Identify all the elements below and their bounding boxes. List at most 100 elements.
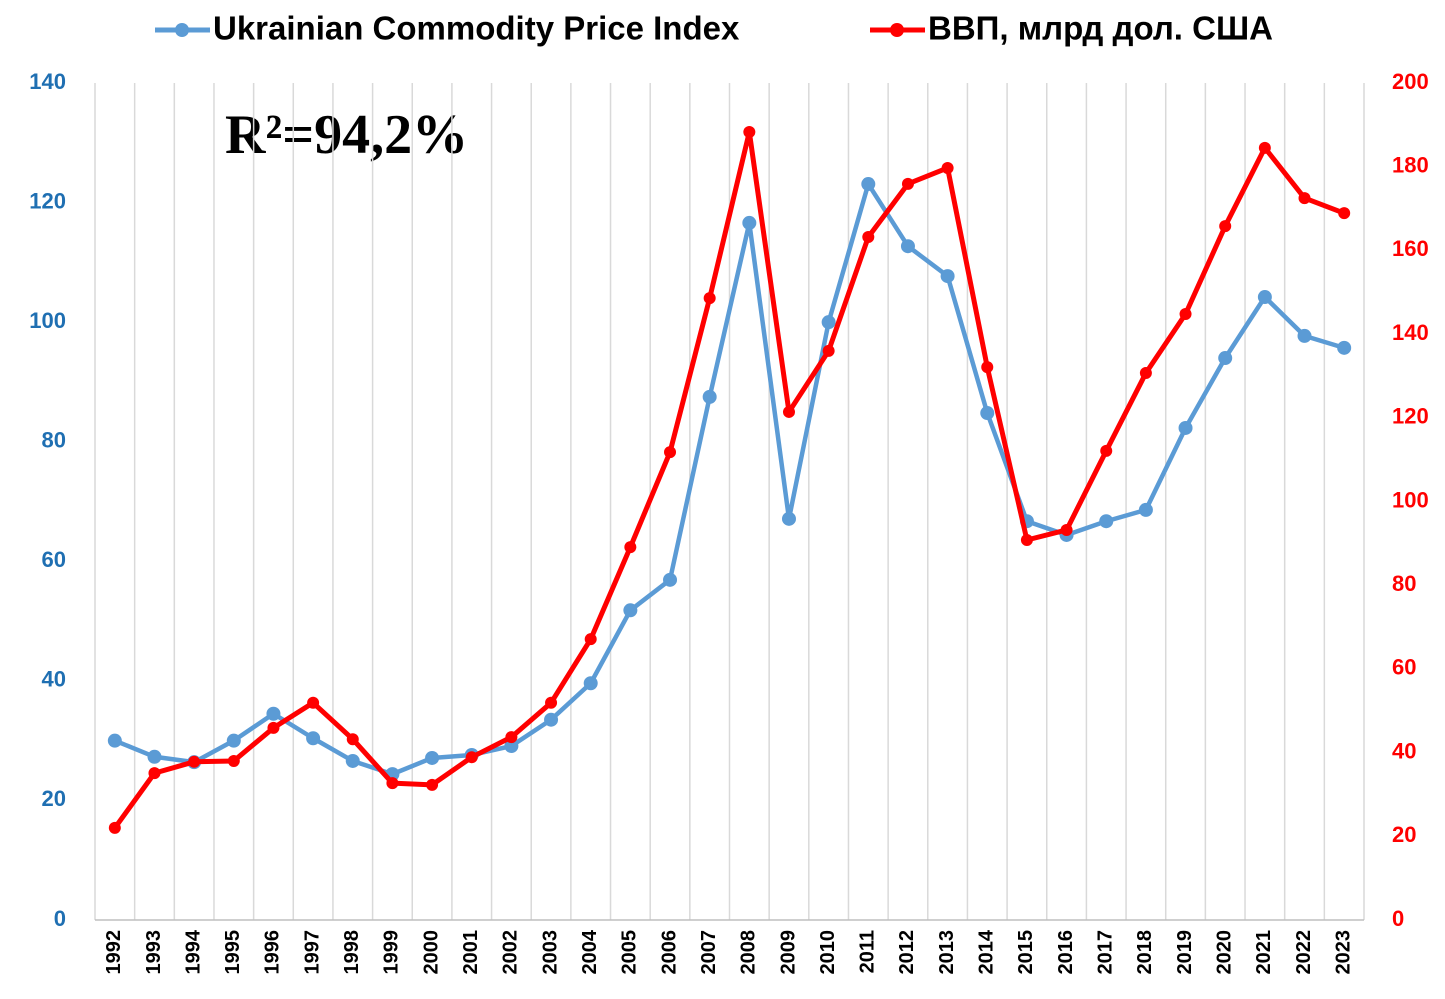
- series-marker: [663, 572, 678, 587]
- series-marker: [1178, 420, 1193, 435]
- series-marker: [781, 511, 796, 526]
- series-marker: [901, 177, 914, 190]
- series-marker: [1297, 328, 1312, 343]
- series-marker: [822, 344, 835, 357]
- series-marker: [1099, 514, 1114, 529]
- x-tick-label: 2008: [738, 930, 760, 975]
- x-tick-label: 1997: [301, 930, 323, 975]
- x-tick-label: 1995: [222, 930, 244, 975]
- x-tick-label: 2011: [857, 930, 879, 973]
- series-marker: [821, 315, 836, 330]
- x-tick-label: 2019: [1174, 930, 1196, 975]
- series-marker: [227, 754, 240, 767]
- x-tick-label: 2012: [896, 930, 918, 975]
- series-marker: [345, 753, 360, 768]
- series-marker: [226, 733, 241, 748]
- series-marker: [861, 177, 876, 192]
- series-marker: [544, 712, 559, 727]
- y2-tick-label: 180: [1392, 153, 1429, 178]
- series-marker: [862, 231, 875, 244]
- series-marker: [980, 406, 995, 421]
- series-marker: [1219, 220, 1232, 233]
- x-tick-label: 2004: [579, 929, 601, 974]
- y2-tick-label: 20: [1392, 822, 1416, 847]
- legend-marker: [890, 23, 904, 37]
- series-marker: [148, 767, 161, 780]
- series-marker: [1257, 290, 1272, 305]
- x-tick-label: 2005: [619, 930, 641, 975]
- x-tick-label: 2003: [539, 930, 561, 975]
- x-tick-label: 2018: [1134, 930, 1156, 975]
- series-marker: [346, 733, 359, 746]
- series-marker: [426, 778, 439, 791]
- legend-label: Ukrainian Commodity Price Index: [213, 10, 740, 47]
- y2-tick-label: 40: [1392, 738, 1416, 763]
- series-marker: [306, 731, 321, 746]
- x-tick-label: 2014: [976, 929, 998, 974]
- series-marker: [624, 541, 637, 554]
- series-marker: [1337, 340, 1352, 355]
- series-marker: [1258, 141, 1271, 154]
- y2-tick-label: 160: [1392, 236, 1429, 261]
- x-tick-label: 1999: [381, 930, 403, 975]
- x-tick-label: 2017: [1095, 930, 1117, 975]
- x-tick-label: 2010: [817, 930, 839, 975]
- series-marker: [386, 777, 399, 790]
- x-tick-label: 2021: [1253, 930, 1275, 975]
- x-tick-label: 2022: [1293, 930, 1315, 975]
- series-marker: [1179, 308, 1192, 321]
- series-marker: [1020, 534, 1033, 547]
- series-marker: [703, 292, 716, 305]
- series-marker: [742, 215, 757, 230]
- series-marker: [782, 405, 795, 418]
- series-line: [112, 129, 1346, 830]
- series-marker: [1338, 207, 1351, 220]
- annotation: R²=94,2%: [225, 104, 468, 166]
- y-tick-label: 40: [42, 667, 66, 692]
- series-marker: [465, 751, 478, 764]
- y2-tick-label: 100: [1392, 487, 1429, 512]
- series-marker: [1060, 523, 1073, 536]
- series-marker: [545, 696, 558, 709]
- series-marker: [743, 125, 756, 138]
- x-tick-label: 1992: [103, 930, 125, 975]
- x-tick-label: 2013: [936, 930, 958, 975]
- y-tick-label: 120: [29, 188, 66, 213]
- series-marker: [504, 739, 519, 754]
- series-marker: [941, 161, 954, 174]
- x-tick-label: 2000: [420, 930, 442, 975]
- series-marker: [702, 389, 717, 404]
- x-tick-label: 2006: [658, 930, 680, 975]
- x-tick-label: 2002: [500, 930, 522, 975]
- y-tick-label: 80: [42, 428, 66, 453]
- series-marker: [1218, 351, 1233, 366]
- y-tick-label: 0: [54, 906, 66, 931]
- legend-label: ВВП, млрд дол. США: [928, 10, 1273, 47]
- y-tick-label: 60: [42, 547, 66, 572]
- y2-tick-label: 0: [1392, 906, 1404, 931]
- y2-tick-label: 200: [1392, 69, 1429, 94]
- series-marker: [425, 750, 440, 765]
- series-marker: [940, 269, 955, 284]
- series-marker: [584, 633, 597, 646]
- y-tick-label: 100: [29, 308, 66, 333]
- series-marker: [266, 706, 281, 721]
- y2-tick-label: 140: [1392, 320, 1429, 345]
- y2-tick-label: 60: [1392, 655, 1416, 680]
- y2-tick-label: 120: [1392, 404, 1429, 429]
- series-marker: [1138, 502, 1153, 517]
- series-marker: [188, 755, 201, 768]
- series-marker: [307, 696, 320, 709]
- x-tick-label: 2016: [1055, 930, 1077, 975]
- x-tick-label: 1998: [341, 930, 363, 975]
- x-tick-label: 2007: [698, 930, 720, 975]
- x-tick-label: 2020: [1213, 930, 1235, 975]
- series-marker: [981, 361, 994, 374]
- y-tick-label: 20: [42, 786, 66, 811]
- x-tick-label: 1994: [182, 929, 204, 974]
- series-marker: [900, 239, 915, 254]
- y-tick-label: 140: [29, 69, 66, 94]
- series-marker: [583, 676, 598, 691]
- x-tick-label: 2001: [460, 930, 482, 975]
- x-tick-label: 2015: [1015, 930, 1037, 975]
